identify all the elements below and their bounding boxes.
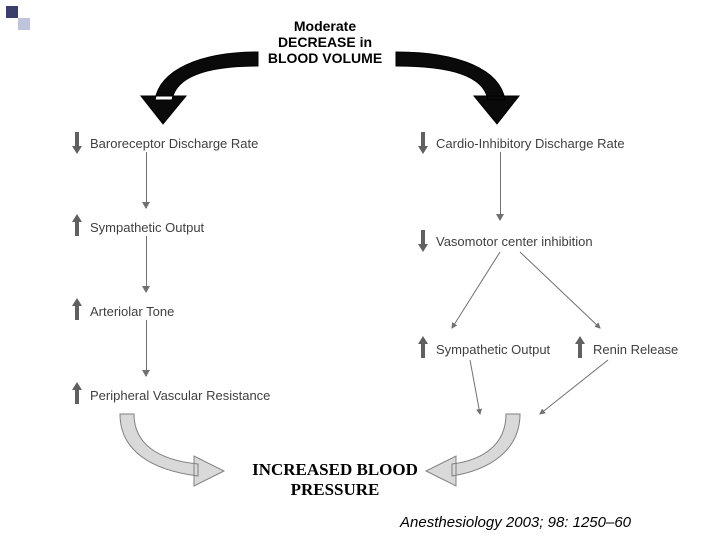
conclusion-line2: PRESSURE — [291, 480, 380, 499]
grey-arrow-left — [120, 414, 224, 486]
up-arrow-icon — [575, 336, 585, 360]
slide-bullet-marker — [6, 6, 30, 30]
node-sympathetic-right: Sympathetic Output — [436, 342, 550, 357]
flow-r-split-a — [452, 252, 500, 328]
flow-r-merge-a — [470, 360, 480, 414]
up-arrow-icon — [72, 298, 82, 322]
node-cardio-inhibitory: Cardio-Inhibitory Discharge Rate — [436, 136, 625, 151]
title-block: Moderate DECREASE in BLOOD VOLUME — [255, 18, 395, 66]
node-sympathetic-left: Sympathetic Output — [90, 220, 204, 235]
conclusion-line1: INCREASED BLOOD — [252, 460, 418, 479]
big-arrow-right — [396, 52, 519, 124]
conclusion-block: INCREASED BLOOD PRESSURE — [225, 460, 445, 499]
flow-r-split-b — [520, 252, 600, 328]
down-arrow-icon — [418, 228, 428, 252]
node-renin: Renin Release — [593, 342, 678, 357]
title-line1: Moderate — [294, 18, 356, 34]
up-arrow-icon — [72, 382, 82, 406]
down-arrow-icon — [72, 130, 82, 154]
node-pvr: Peripheral Vascular Resistance — [90, 388, 270, 403]
citation: Anesthesiology 2003; 98: 1250–60 — [400, 514, 631, 531]
title-line2: DECREASE in — [278, 34, 372, 50]
down-arrow-icon — [418, 130, 428, 154]
node-vasomotor: Vasomotor center inhibition — [436, 234, 593, 249]
node-baroreceptor: Baroreceptor Discharge Rate — [90, 136, 258, 151]
title-line3: BLOOD VOLUME — [268, 50, 382, 66]
node-arteriolar-tone: Arteriolar Tone — [90, 304, 174, 319]
arrow-layer — [0, 0, 720, 540]
up-arrow-icon — [72, 214, 82, 238]
big-arrow-left — [141, 52, 258, 124]
up-arrow-icon — [418, 336, 428, 360]
flow-r-merge-b — [540, 360, 608, 414]
diagram-canvas: { "meta": { "width": 720, "height": 540,… — [0, 0, 720, 540]
